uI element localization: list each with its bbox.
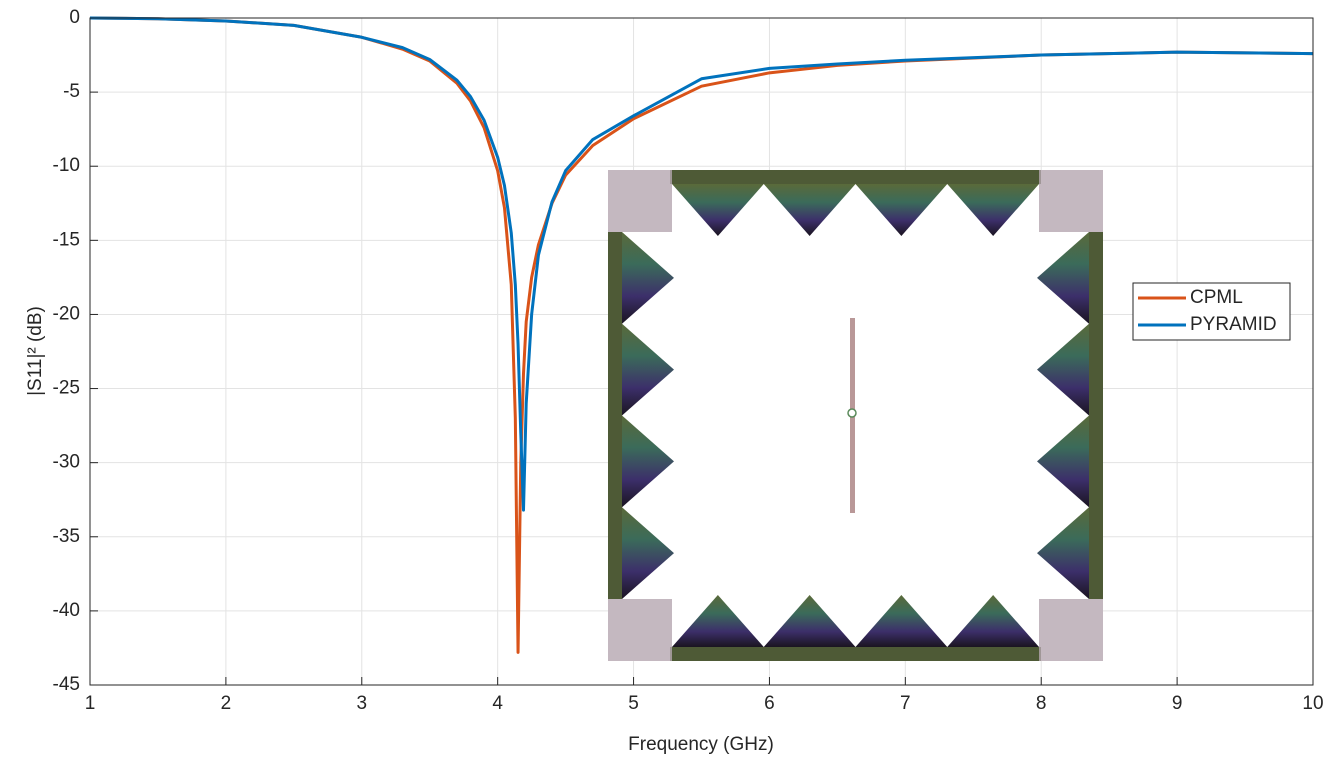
y-tick-label: -35 <box>53 526 80 547</box>
axes-box <box>89 17 1314 686</box>
pyramid <box>763 184 856 236</box>
x-tick-label: 7 <box>900 693 911 714</box>
legend-label: PYRAMID <box>1190 314 1277 335</box>
absorber-wall <box>1089 232 1103 599</box>
absorber-wall <box>608 232 622 599</box>
series-line <box>89 16 1314 512</box>
y-tick-label: -15 <box>53 229 80 250</box>
ticks: 1 2 3 4 5 6 7 8 9 10 0 -5 -10 -15 -20 -25 -30 -35 -40 -45 <box>53 7 1324 714</box>
y-tick-label: -30 <box>53 452 80 473</box>
pyramid <box>622 507 674 599</box>
pyramid <box>672 595 764 647</box>
legend: CPML PYRAMID <box>1132 282 1291 341</box>
y-tick-label: -20 <box>53 303 80 324</box>
pyramid <box>1037 415 1089 508</box>
pyramid <box>1037 323 1089 416</box>
y-tick-label: 0 <box>69 7 80 28</box>
pyramid <box>763 595 856 647</box>
pyramid <box>622 415 674 508</box>
pyramid <box>622 232 674 324</box>
absorber-wall <box>670 170 1041 184</box>
x-tick-label: 1 <box>85 693 96 714</box>
y-tick-label: -45 <box>53 674 80 695</box>
x-tick-label: 9 <box>1172 693 1183 714</box>
corner-block <box>1039 170 1103 232</box>
pyramid <box>855 184 948 236</box>
corner-block <box>1039 599 1103 661</box>
feed <box>847 408 857 418</box>
pyramid <box>1037 232 1089 324</box>
x-tick-label: 6 <box>764 693 775 714</box>
y-tick-label: -10 <box>53 155 80 176</box>
pyramid <box>1037 507 1089 599</box>
x-tick-label: 10 <box>1302 693 1323 714</box>
legend-label: CPML <box>1190 287 1243 308</box>
absorber-wall <box>670 647 1041 661</box>
pyramid <box>947 184 1039 236</box>
pyramid <box>622 323 674 416</box>
x-tick-label: 4 <box>492 693 503 714</box>
corner-block <box>608 599 672 661</box>
pyramid <box>672 184 764 236</box>
inset-geometry <box>608 170 1103 661</box>
y-tick-label: -40 <box>53 600 80 621</box>
pyramid <box>855 595 948 647</box>
pyramid <box>947 595 1039 647</box>
lines <box>89 16 1314 654</box>
x-tick-label: 8 <box>1036 693 1047 714</box>
corner-block <box>608 170 672 232</box>
legend-box <box>1132 282 1291 341</box>
y-tick-label: -5 <box>63 81 80 102</box>
x-tick-label: 5 <box>628 693 639 714</box>
y-axis-label: |S11|² (dB) <box>25 306 46 396</box>
y-tick-label: -25 <box>53 378 80 399</box>
x-tick-label: 3 <box>356 693 367 714</box>
x-axis-label: Frequency (GHz) <box>628 734 774 755</box>
x-tick-label: 2 <box>221 693 232 714</box>
